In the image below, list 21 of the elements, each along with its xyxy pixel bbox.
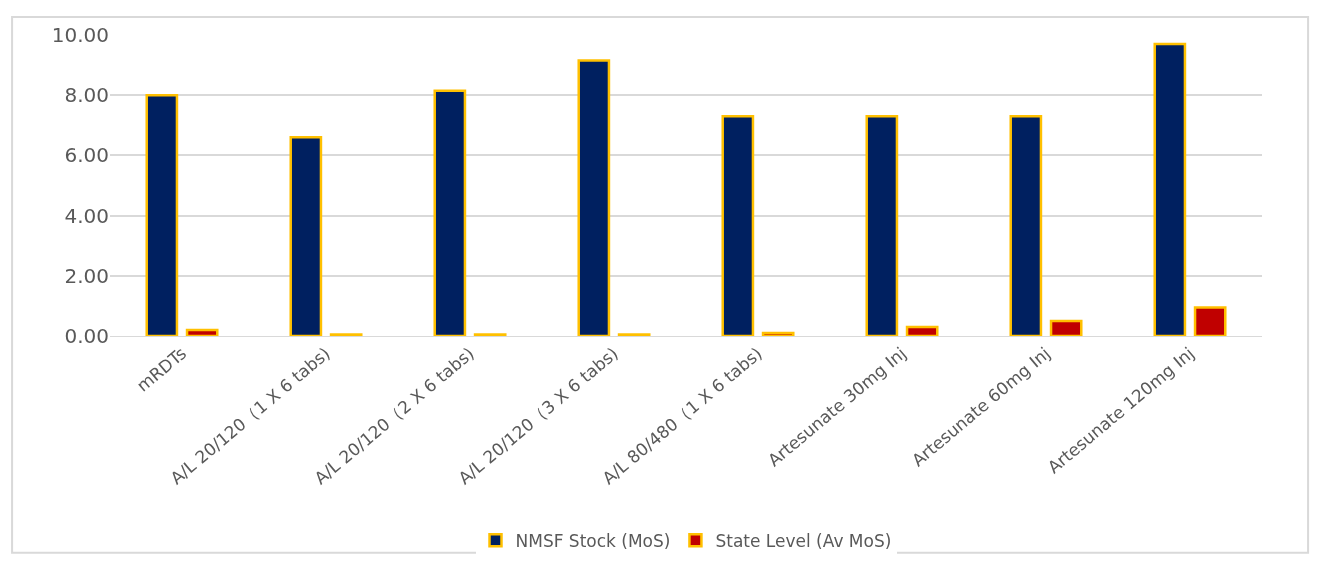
bar [289,136,323,336]
y-tick-label: 10.00 [51,23,109,47]
y-tick-label: 0.00 [64,324,109,348]
bar [577,59,611,336]
bar [721,115,755,336]
bar [761,331,795,336]
y-tick-label: 6.00 [64,143,109,168]
y-tick-label: 2.00 [64,263,109,288]
bar [905,325,939,336]
bar [1049,319,1083,336]
bar [1009,115,1043,336]
bar [145,93,179,336]
y-tick-label: 4.00 [64,203,109,228]
bar [433,89,467,336]
y-tick-label: 8.00 [64,83,109,108]
bar [185,328,219,336]
legend-label: NMSF Stock (MoS) [515,530,671,551]
bar [1153,42,1187,336]
legend-label: State Level (Av MoS) [715,530,892,551]
bar [865,115,899,336]
bar [1193,306,1227,336]
